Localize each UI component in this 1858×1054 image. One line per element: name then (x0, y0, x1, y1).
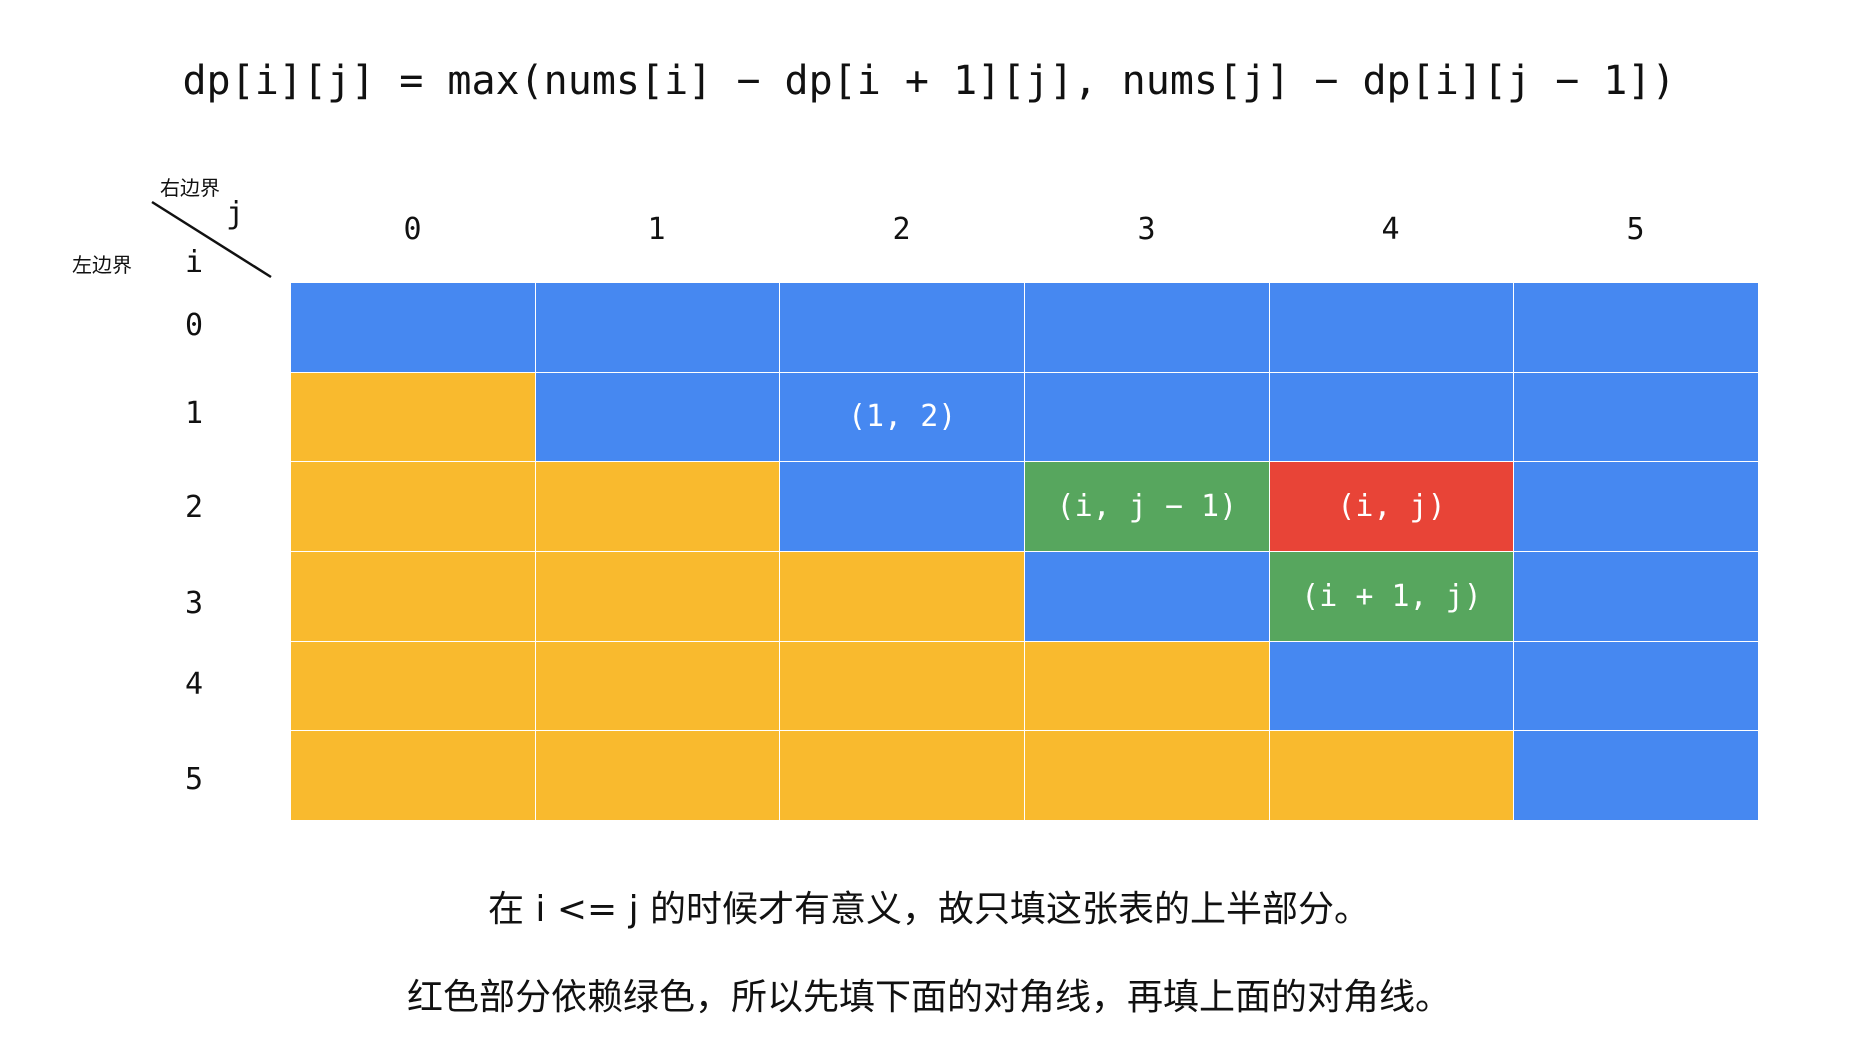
cell-1-5 (1514, 372, 1758, 462)
cell-4-4 (1269, 641, 1514, 731)
cell-0-1 (535, 283, 780, 372)
cell-2-1 (535, 462, 780, 551)
row-label-0: 0 (184, 308, 204, 343)
cell-1-4 (1269, 372, 1514, 462)
cell-1-3 (1025, 372, 1269, 462)
cell-5-4 (1269, 731, 1514, 820)
cell-3-1 (535, 551, 780, 641)
cell-3-3 (1025, 551, 1269, 641)
row-label-1: 1 (184, 396, 204, 431)
cell-3-0 (291, 551, 535, 641)
right-bound-label: 右边界 (160, 176, 220, 200)
row-label-3: 3 (184, 586, 204, 621)
dp-table: (1, 2) (i, j − 1) (i, j) (i + 1, j) (291, 283, 1758, 820)
column-label-4: 4 (1381, 212, 1400, 247)
caption-2: 红色部分依赖绿色，所以先填下面的对角线，再填上面的对角线。 (406, 977, 1451, 1018)
cell-4-5 (1514, 641, 1758, 731)
col-var-j: j (226, 196, 245, 231)
column-label-3: 3 (1137, 212, 1156, 247)
cell-1-0 (291, 372, 535, 462)
corner-diagonal-line (151, 200, 272, 279)
cell-4-2 (780, 641, 1024, 731)
cell-3-4: (i + 1, j) (1269, 551, 1514, 641)
cell-1-1 (535, 372, 780, 462)
cell-0-0 (291, 283, 535, 372)
column-label-0: 0 (403, 212, 422, 247)
cell-0-4 (1269, 283, 1514, 372)
formula: dp[i][j] = max(nums[i] − dp[i + 1][j], n… (182, 58, 1676, 104)
cell-1-2: (1, 2) (780, 372, 1024, 462)
caption-1: 在 i <= j 的时候才有意义，故只填这张表的上半部分。 (487, 889, 1371, 930)
left-bound-label: 左边界 (72, 253, 132, 277)
cell-0-5 (1514, 283, 1758, 372)
cell-4-3 (1025, 641, 1269, 731)
cell-5-0 (291, 731, 535, 820)
cell-0-2 (780, 283, 1024, 372)
cell-2-3: (i, j − 1) (1025, 462, 1269, 551)
cell-2-2 (780, 462, 1024, 551)
cell-5-3 (1025, 731, 1269, 820)
cell-4-0 (291, 641, 535, 731)
cell-2-5 (1514, 462, 1758, 551)
cell-3-2 (780, 551, 1024, 641)
row-label-2: 2 (184, 490, 204, 525)
row-var-i: i (185, 245, 204, 280)
cell-5-2 (780, 731, 1024, 820)
column-label-5: 5 (1626, 212, 1645, 247)
cell-2-0 (291, 462, 535, 551)
cell-0-3 (1025, 283, 1269, 372)
cell-5-1 (535, 731, 780, 820)
row-label-4: 4 (184, 667, 204, 702)
column-label-2: 2 (892, 212, 911, 247)
column-label-1: 1 (647, 212, 666, 247)
row-label-5: 5 (184, 762, 204, 797)
cell-3-5 (1514, 551, 1758, 641)
cell-2-4: (i, j) (1269, 462, 1514, 551)
cell-4-1 (535, 641, 780, 731)
cell-5-5 (1514, 731, 1758, 820)
